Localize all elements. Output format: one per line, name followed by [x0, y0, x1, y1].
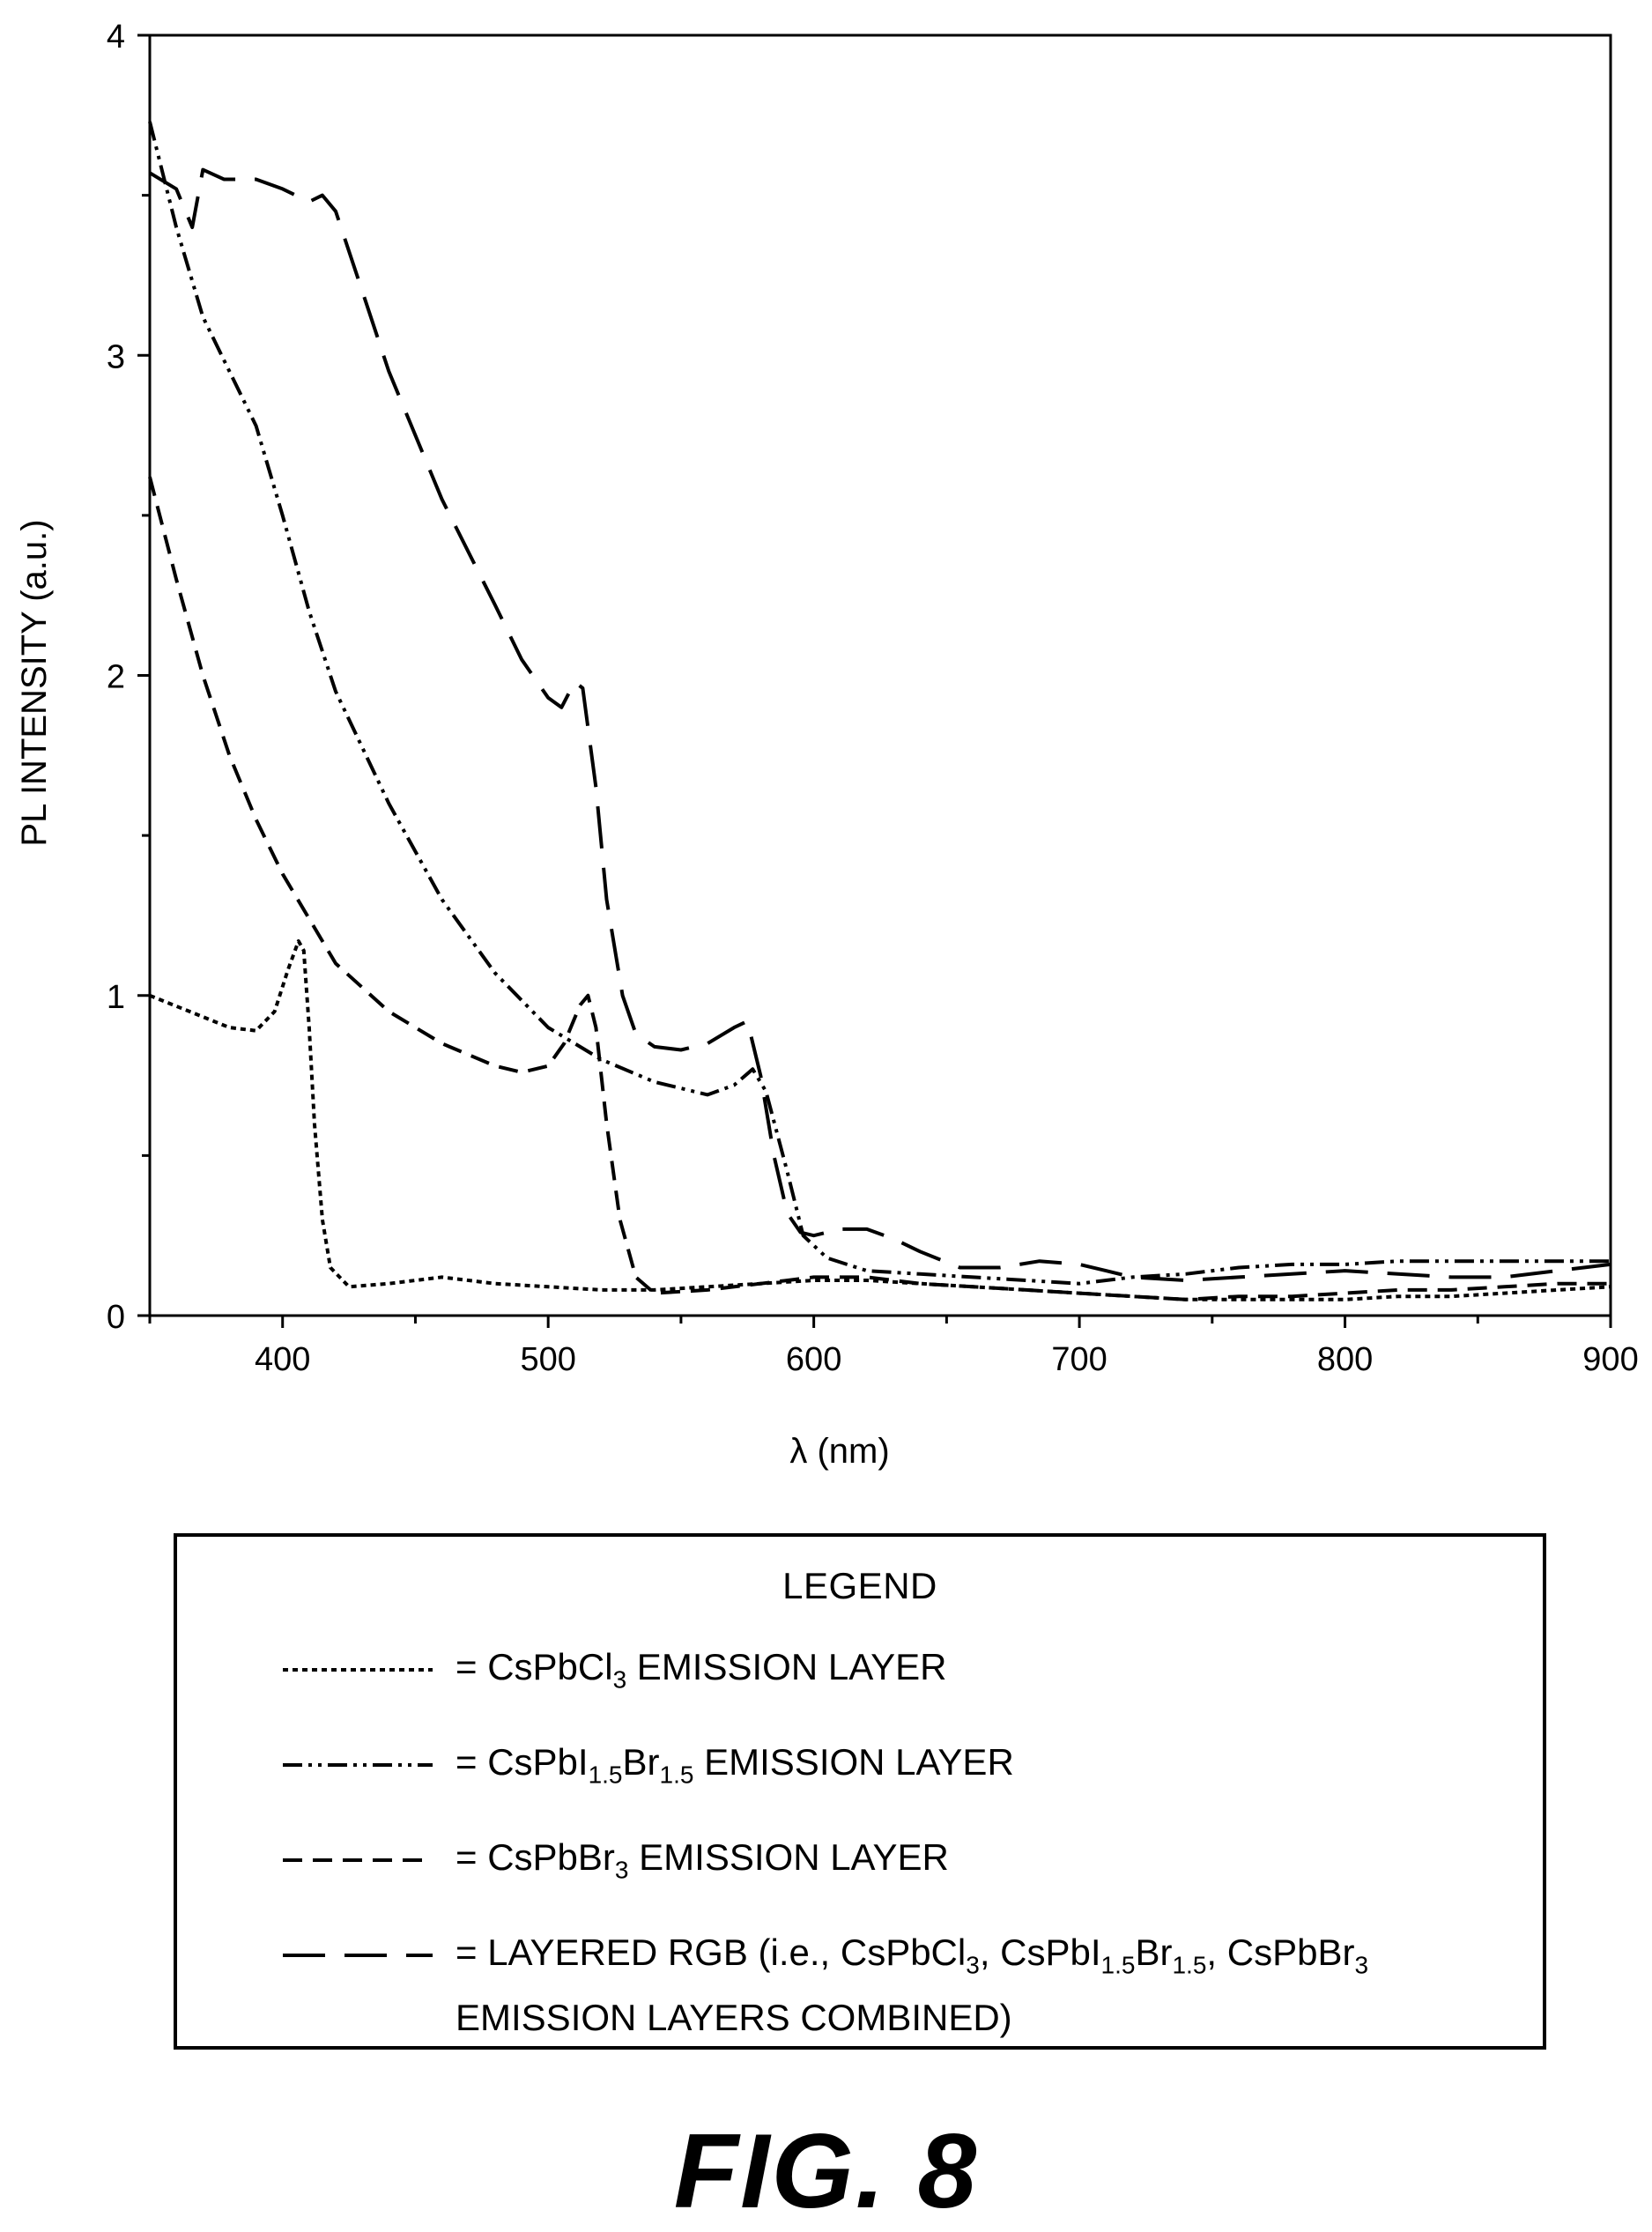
legend-swatch-dash-dot-dot — [283, 1763, 433, 1767]
x-axis-label: λ (nm) — [789, 1432, 889, 1471]
y-tick-label: 3 — [107, 338, 125, 375]
legend-box: LEGEND = CsPbCl3 EMISSION LAYER = CsPbI1… — [174, 1533, 1546, 2050]
series-line-2 — [148, 121, 1611, 1286]
y-axis-label: PL INTENSITY (a.u.) — [15, 519, 54, 846]
legend-subscript: 1.5 — [588, 1761, 623, 1789]
x-tick-label: 900 — [1582, 1341, 1638, 1378]
legend-text-prefix: = CsPbCl — [456, 1646, 613, 1687]
figure-label: FIG. 8 — [673, 2112, 979, 2230]
legend-subscript: 1.5 — [659, 1761, 694, 1789]
legend-text-prefix: = CsPbBr — [456, 1836, 615, 1878]
series-line-3 — [148, 476, 1611, 1301]
x-tick-label: 500 — [520, 1341, 575, 1378]
x-tick-label: 400 — [255, 1341, 310, 1378]
pl-intensity-chart: 400 500 600 700 800 900 0 1 2 3 4 λ (nm) PL INTENS… — [15, 19, 1639, 1471]
y-tick-label: 2 — [107, 659, 125, 696]
legend-subscript: 1.5 — [1172, 1951, 1207, 1979]
x-tick-label: 800 — [1317, 1341, 1373, 1378]
legend-subscript: 1.5 — [1100, 1951, 1136, 1979]
legend-text-mid: Br — [622, 1741, 660, 1783]
x-tick-label: 700 — [1051, 1341, 1107, 1378]
legend-text-line2: EMISSION LAYERS COMBINED) — [456, 1997, 1012, 2039]
series-line-4 — [148, 167, 1611, 1282]
y-tick-label: 4 — [107, 19, 125, 56]
legend-title: LEGEND — [782, 1565, 937, 1606]
y-tick-label: 1 — [107, 979, 125, 1016]
legend-text-prefix: = CsPbI — [456, 1741, 589, 1783]
legend-text-line1: = LAYERED RGB (i.e., CsPbCl — [456, 1932, 967, 1973]
legend-subscript: 3 — [614, 1856, 629, 1884]
legend-subscript: 3 — [966, 1951, 980, 1979]
legend-text-suffix: EMISSION LAYER — [626, 1646, 947, 1687]
chart-series-layer — [148, 121, 1611, 1301]
legend-subscript: 3 — [612, 1665, 627, 1694]
legend-swatch-long-dash — [283, 1954, 433, 1957]
x-tick-label: 600 — [786, 1341, 841, 1378]
legend-text-suffix: EMISSION LAYER — [693, 1741, 1014, 1783]
legend-text-part: , CsPbBr — [1206, 1932, 1355, 1973]
legend-swatch-dotted — [283, 1668, 433, 1672]
chart-axes: 400 500 600 700 800 900 0 1 2 3 4 — [107, 19, 1639, 1378]
series-line-1 — [149, 939, 1611, 1301]
plot-frame — [148, 33, 1612, 1317]
legend-text-part: , CsPbI — [979, 1932, 1101, 1973]
y-tick-label: 0 — [107, 1299, 125, 1336]
legend-swatch-dashed — [283, 1858, 433, 1862]
legend-text-part: Br — [1135, 1932, 1173, 1973]
legend-text-suffix: EMISSION LAYER — [628, 1836, 949, 1878]
legend-subscript: 3 — [1354, 1951, 1369, 1979]
